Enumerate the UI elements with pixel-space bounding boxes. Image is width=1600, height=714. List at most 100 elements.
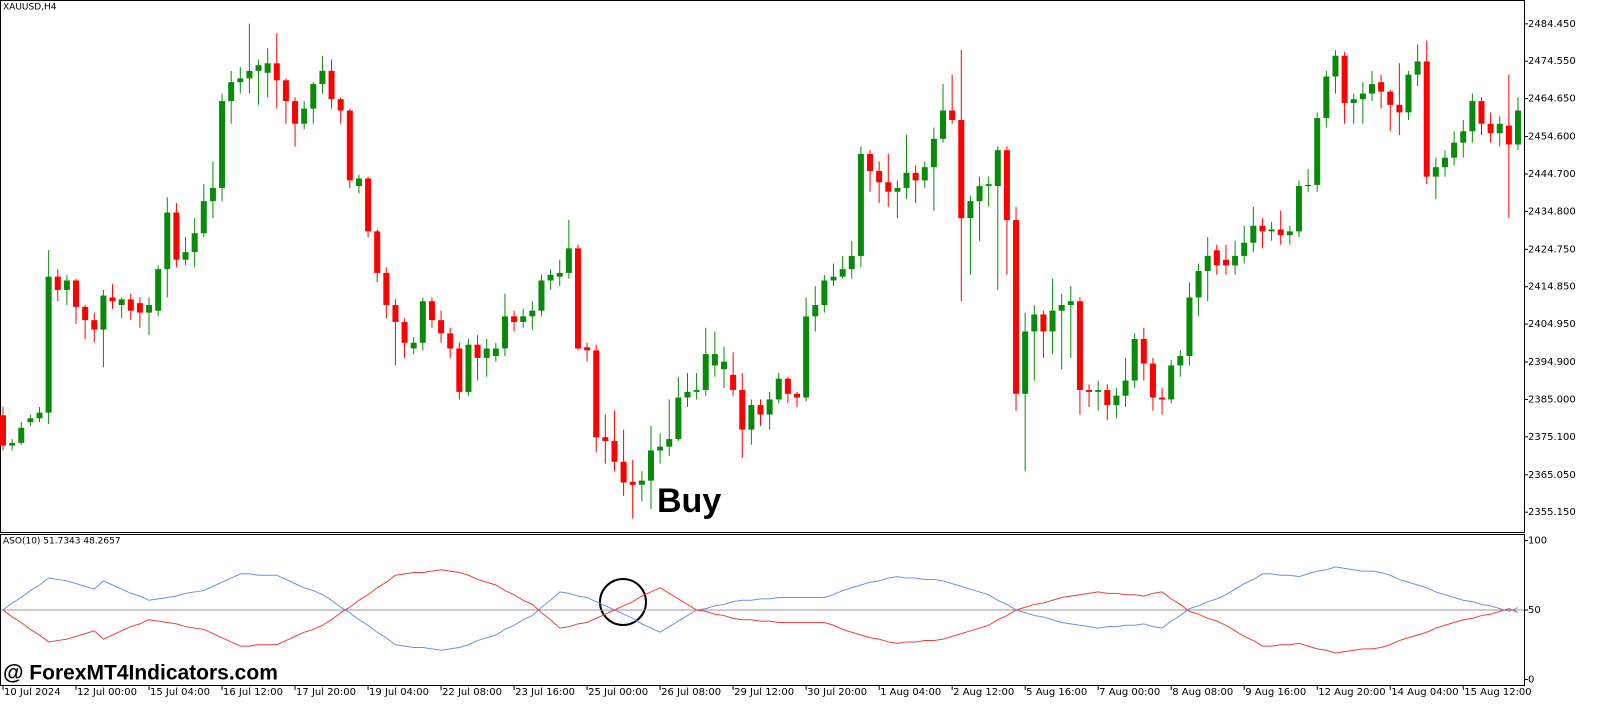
candle-body bbox=[1451, 142, 1458, 158]
candle-body bbox=[1286, 231, 1293, 236]
candle-body bbox=[447, 333, 454, 349]
candle-body bbox=[885, 182, 892, 192]
candle-body bbox=[310, 84, 317, 109]
y-tick-label: 2414.850 bbox=[1528, 282, 1576, 293]
candle-body bbox=[556, 272, 563, 277]
candle-body bbox=[346, 110, 353, 181]
candle-body bbox=[1277, 229, 1284, 236]
candle-body bbox=[930, 138, 937, 168]
candle-body bbox=[547, 274, 554, 281]
candle-body bbox=[1314, 118, 1321, 185]
buy-annotation: Buy bbox=[657, 482, 721, 520]
candle-body bbox=[164, 212, 171, 270]
x-tick-label: 30 Jul 20:00 bbox=[807, 687, 867, 698]
candle-body bbox=[1113, 395, 1120, 406]
candle-body bbox=[155, 269, 162, 311]
candle-body bbox=[82, 306, 89, 321]
candle-body bbox=[602, 437, 609, 441]
y-tick-label: 2394.900 bbox=[1528, 357, 1576, 368]
x-tick-label: 5 Aug 16:00 bbox=[1026, 687, 1087, 698]
candle-body bbox=[1168, 365, 1175, 400]
candle-body bbox=[976, 186, 983, 202]
x-tick-label: 9 Aug 16:00 bbox=[1245, 687, 1306, 698]
x-tick-label: 16 Jul 12:00 bbox=[223, 687, 283, 698]
x-tick-label: 22 Jul 08:00 bbox=[442, 687, 502, 698]
candle-body bbox=[620, 461, 627, 483]
candle-body bbox=[465, 344, 472, 392]
candle-body bbox=[501, 316, 508, 349]
x-tick-label: 15 Aug 12:00 bbox=[1464, 687, 1531, 698]
candle-body bbox=[219, 101, 226, 188]
y-tick-label: 50 bbox=[1528, 605, 1541, 616]
candle-body bbox=[200, 201, 207, 234]
candle-body bbox=[538, 280, 545, 311]
candle-body bbox=[365, 178, 372, 232]
candle-body bbox=[328, 70, 335, 100]
candle-body bbox=[1031, 314, 1038, 332]
x-tick-label: 26 Jul 08:00 bbox=[661, 687, 721, 698]
candle-body bbox=[985, 184, 992, 187]
candle-body bbox=[246, 70, 253, 79]
candle-body bbox=[1013, 220, 1020, 394]
candle-body bbox=[146, 305, 153, 313]
candle-body bbox=[1332, 55, 1339, 77]
candle-body bbox=[867, 153, 874, 171]
x-tick-label: 10 Jul 2024 bbox=[4, 687, 61, 698]
indicator-title: ASO(10) 51.7343 48.2657 bbox=[3, 537, 121, 547]
candle-body bbox=[766, 399, 773, 415]
candle-body bbox=[720, 361, 727, 370]
candle-body bbox=[1022, 331, 1029, 394]
signal-circle bbox=[599, 578, 647, 626]
candle-body bbox=[1222, 259, 1229, 266]
candle-body bbox=[511, 316, 518, 323]
candle-body bbox=[529, 310, 536, 317]
candle-body bbox=[921, 167, 928, 181]
candle-body bbox=[355, 178, 362, 187]
candle-body bbox=[839, 269, 846, 277]
candle-body bbox=[912, 172, 919, 181]
candle-body bbox=[292, 101, 299, 124]
candle-body bbox=[684, 391, 691, 398]
x-tick-label: 12 Jul 00:00 bbox=[77, 687, 137, 698]
candle-body bbox=[1405, 74, 1412, 113]
candle-body bbox=[1460, 131, 1467, 143]
candle-body bbox=[419, 301, 426, 343]
candle-body bbox=[739, 389, 746, 430]
candle-body bbox=[1159, 397, 1166, 400]
candle-body bbox=[848, 255, 855, 270]
candle-body bbox=[1268, 229, 1275, 232]
candle-body bbox=[237, 78, 244, 83]
candle-body bbox=[36, 412, 43, 419]
watermark: @ ForexMT4Indicators.com bbox=[3, 662, 278, 685]
candle-body bbox=[958, 119, 965, 219]
candle-body bbox=[9, 442, 16, 446]
x-tick-label: 1 Aug 04:00 bbox=[880, 687, 941, 698]
candle-body bbox=[1040, 314, 1047, 332]
candle-body bbox=[428, 301, 435, 321]
candle-body bbox=[63, 280, 70, 290]
candle-body bbox=[1086, 389, 1093, 392]
candle-body bbox=[803, 316, 810, 398]
candle-body bbox=[273, 63, 280, 81]
candle-body bbox=[1241, 242, 1248, 256]
x-tick-label: 2 Aug 12:00 bbox=[953, 687, 1014, 698]
candle-body bbox=[1305, 184, 1312, 187]
candle-body bbox=[27, 418, 34, 423]
candle-body bbox=[1250, 225, 1257, 243]
candle-body bbox=[1469, 101, 1476, 132]
candle-body bbox=[45, 276, 52, 413]
candle-body bbox=[118, 299, 125, 306]
candle-body bbox=[1378, 82, 1385, 92]
candle-body bbox=[629, 481, 636, 485]
candle-body bbox=[474, 344, 481, 358]
candle-body bbox=[264, 63, 271, 73]
y-tick-label: 2434.800 bbox=[1528, 206, 1576, 217]
candle-body bbox=[483, 348, 490, 358]
y-tick-label: 2484.450 bbox=[1528, 19, 1576, 30]
candle-body bbox=[374, 231, 381, 273]
candle-body bbox=[748, 405, 755, 430]
candle-body bbox=[794, 393, 801, 398]
candle-body bbox=[337, 99, 344, 111]
candle-body bbox=[830, 276, 837, 281]
candle-body bbox=[949, 110, 956, 120]
